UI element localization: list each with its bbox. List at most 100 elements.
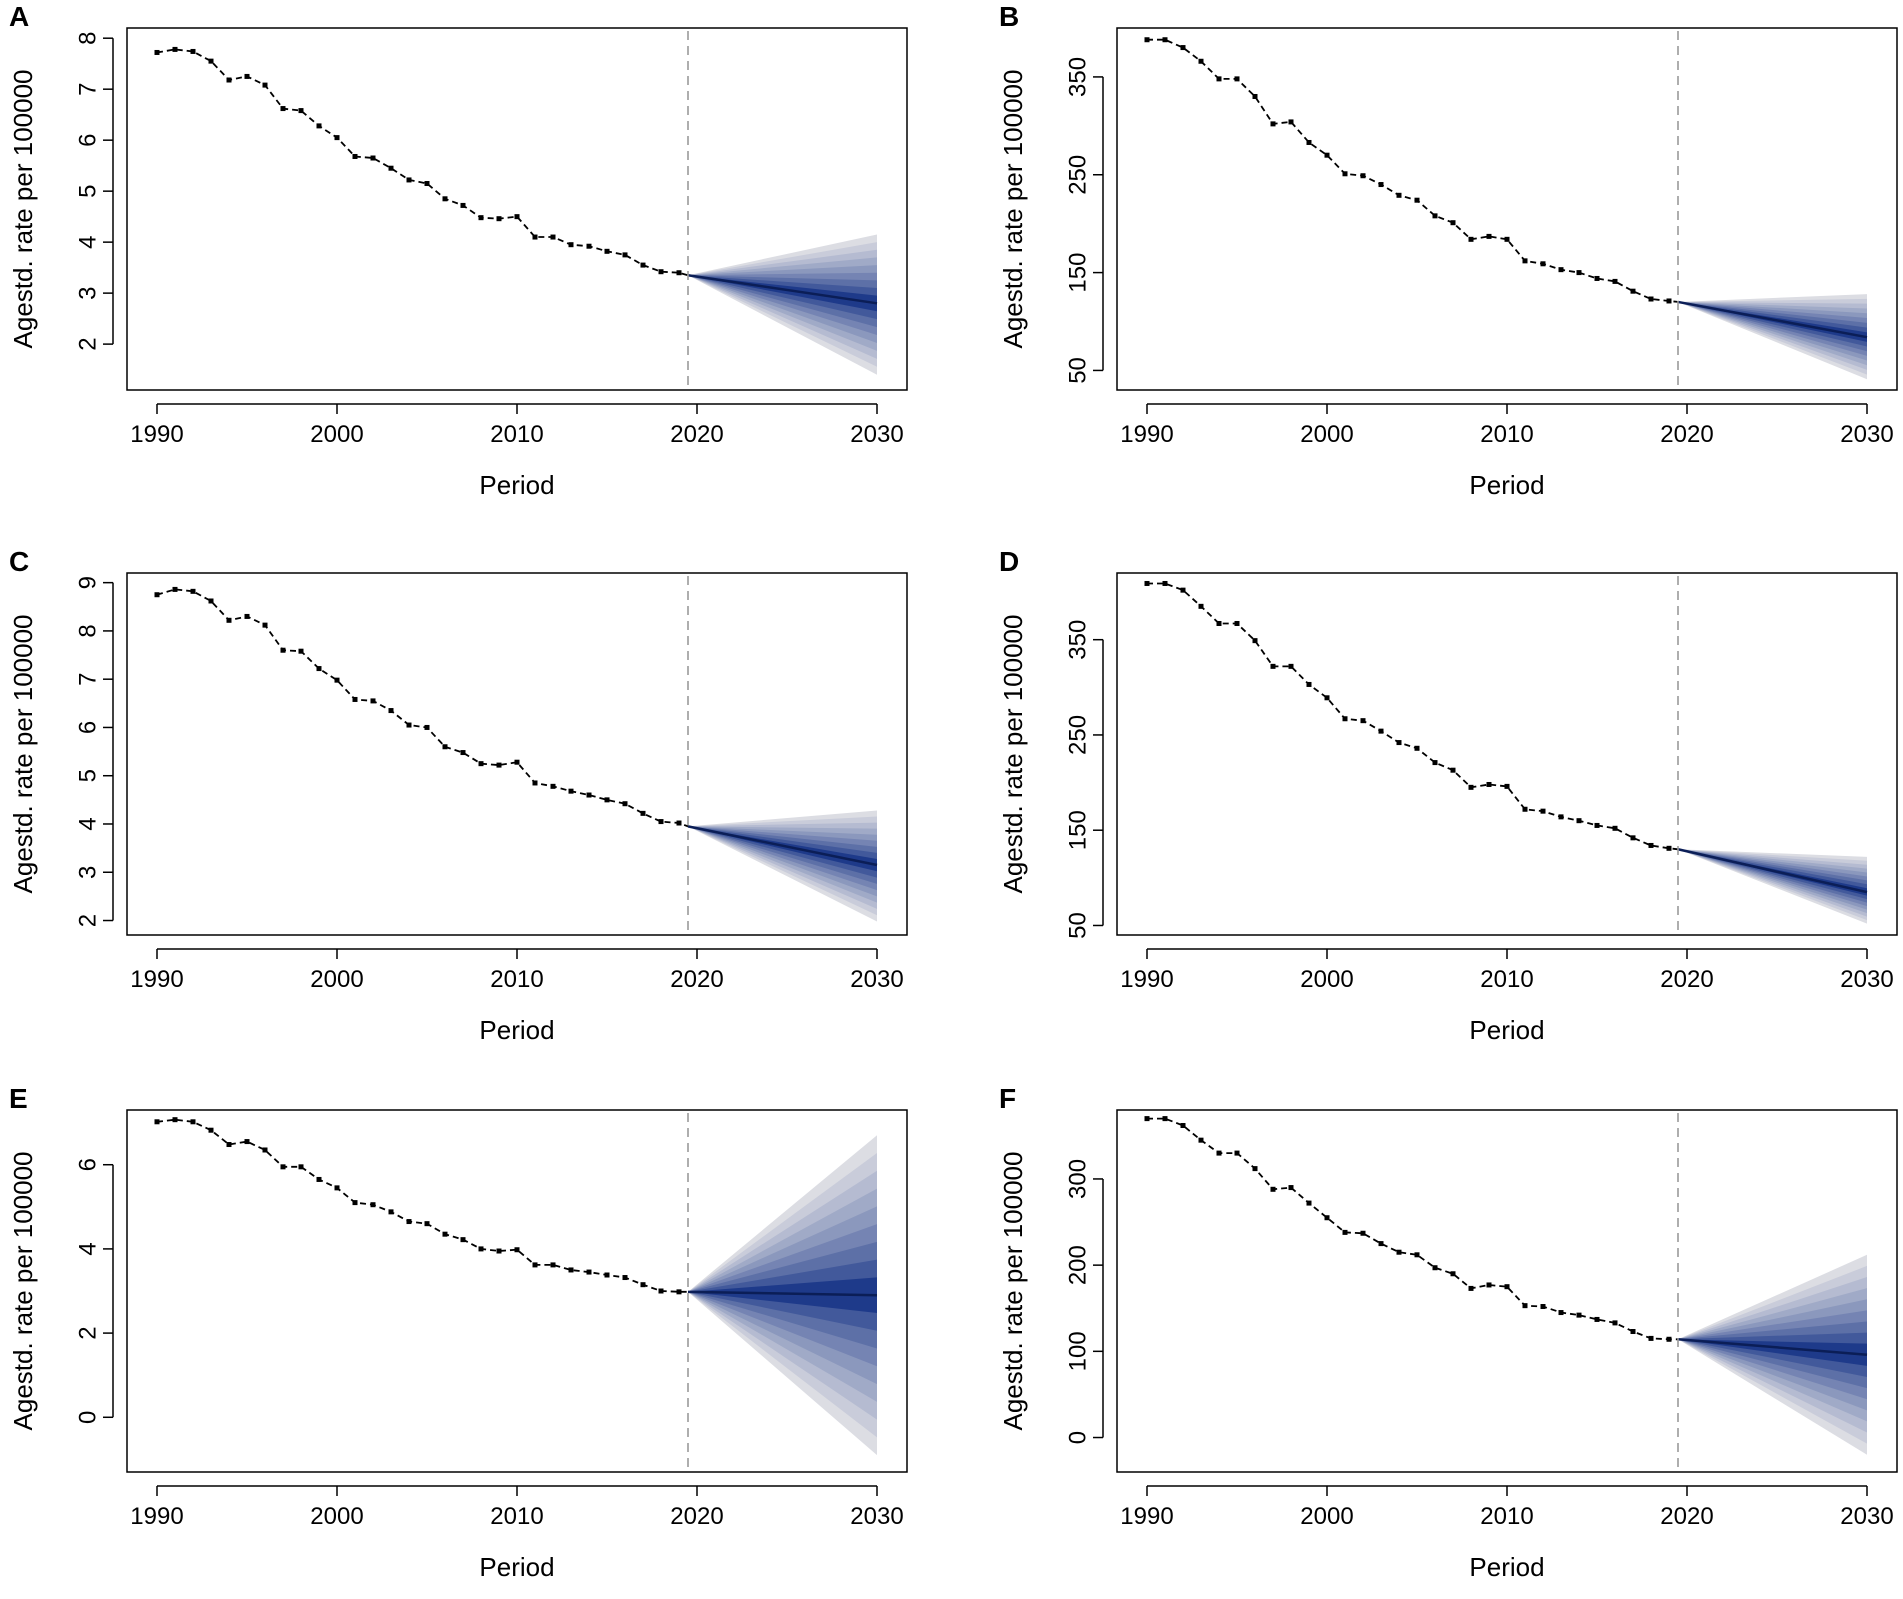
x-tick-label-2030: 2030 — [1840, 966, 1893, 993]
observed-point-2011 — [1522, 1303, 1528, 1309]
panel-letter: B — [999, 1, 1019, 32]
x-tick-label-2020: 2020 — [1660, 966, 1713, 993]
x-axis-title: Period — [1469, 1015, 1544, 1045]
observed-point-1990 — [1144, 37, 1150, 43]
observed-point-2005 — [424, 1221, 430, 1227]
forecast-median-line — [687, 825, 878, 867]
observed-point-2012 — [1540, 1304, 1546, 1310]
observed-point-1993 — [1198, 1137, 1204, 1143]
plot-frame — [126, 1109, 908, 1473]
chart-panel-b: B 1990 2000 2010 2020 2030 Period 50 150 250 350 Ag… — [998, 1, 1898, 500]
y-tick-label-6: 6 — [74, 1158, 101, 1171]
observed-point-1990 — [1144, 1116, 1150, 1122]
observed-point-2015 — [604, 248, 610, 254]
observed-point-1990 — [154, 592, 160, 598]
x-axis-title: Period — [479, 470, 554, 500]
x-axis-title: Period — [1469, 1552, 1544, 1582]
forecast-band-4 — [1678, 849, 1867, 907]
x-tick-label-2030: 2030 — [1840, 421, 1893, 448]
observed-point-1998 — [1288, 1185, 1294, 1191]
y-tick-label-200: 200 — [1064, 1245, 1091, 1285]
observed-point-1992 — [1180, 1123, 1186, 1129]
panel-letter: F — [999, 1083, 1016, 1114]
observed-point-2018 — [658, 1288, 664, 1294]
observed-point-1996 — [262, 1147, 268, 1153]
observed-point-2015 — [1594, 275, 1600, 281]
observed-point-2010 — [514, 759, 520, 765]
observed-point-2007 — [460, 750, 466, 756]
observed-point-2001 — [1342, 171, 1348, 177]
x-tick-label-2010: 2010 — [490, 1503, 543, 1530]
observed-point-1996 — [1252, 1166, 1258, 1172]
y-axis-title: Agestd. rate per 100000 — [998, 615, 1028, 894]
observed-point-2015 — [1594, 1316, 1600, 1322]
observed-point-1999 — [1306, 1200, 1312, 1206]
observed-point-1990 — [154, 49, 160, 55]
observed-point-1999 — [316, 1176, 322, 1182]
observed-point-1994 — [226, 1142, 232, 1148]
observed-point-1997 — [280, 1164, 286, 1170]
chart-panel-d: D 1990 2000 2010 2020 2030 Period 50 150 250 350 Ag… — [998, 546, 1898, 1045]
y-tick-label-150: 150 — [1064, 253, 1091, 293]
y-axis-title: Agestd. rate per 100000 — [998, 70, 1028, 349]
observed-point-2002 — [370, 155, 376, 161]
observed-point-2004 — [406, 722, 412, 728]
observed-point-2011 — [532, 234, 538, 240]
observed-point-2016 — [622, 252, 628, 258]
observed-point-1991 — [172, 586, 178, 592]
x-tick-label-2030: 2030 — [850, 1503, 903, 1530]
y-tick-label-2: 2 — [74, 914, 101, 927]
y-axis-title: Agestd. rate per 100000 — [998, 1152, 1028, 1431]
y-tick-label-0: 0 — [1064, 1431, 1091, 1444]
y-tick-label-300: 300 — [1064, 1159, 1091, 1199]
observed-point-2006 — [1432, 213, 1438, 219]
forecast-median-line — [687, 1290, 878, 1297]
panel-letter: D — [999, 546, 1019, 577]
observed-point-2008 — [1468, 784, 1474, 790]
observed-point-2000 — [1324, 152, 1330, 158]
observed-point-2017 — [1630, 288, 1636, 294]
plot-frame — [126, 27, 908, 391]
y-tick-label-8: 8 — [74, 32, 101, 45]
observed-point-2000 — [334, 677, 340, 683]
observed-point-2006 — [442, 196, 448, 202]
x-tick-label-2030: 2030 — [850, 421, 903, 448]
observed-point-2016 — [1612, 278, 1618, 284]
x-tick-label-2020: 2020 — [1660, 1503, 1713, 1530]
observed-point-1995 — [1234, 76, 1240, 82]
observed-point-2000 — [1324, 695, 1330, 701]
observed-point-2016 — [622, 801, 628, 807]
forecast-band-1 — [688, 826, 877, 872]
observed-point-1997 — [1270, 121, 1276, 127]
x-tick-label-2000: 2000 — [310, 421, 363, 448]
observed-point-1997 — [1270, 1186, 1276, 1192]
observed-point-2006 — [1432, 1265, 1438, 1271]
observed-point-2008 — [478, 215, 484, 221]
observed-point-2004 — [1396, 1249, 1402, 1255]
x-tick-label-2010: 2010 — [1480, 421, 1533, 448]
y-axis-title: Agestd. rate per 100000 — [8, 615, 38, 894]
plot-frame — [126, 572, 908, 936]
forecast-median-line — [687, 274, 878, 305]
forecast-band-2 — [1678, 849, 1867, 900]
observed-point-2004 — [1396, 192, 1402, 198]
observed-point-2007 — [460, 202, 466, 208]
x-tick-label-2000: 2000 — [1300, 1503, 1353, 1530]
x-tick-label-1990: 1990 — [130, 421, 183, 448]
x-tick-label-2010: 2010 — [490, 966, 543, 993]
observed-point-1999 — [316, 123, 322, 129]
plot-frame — [1116, 572, 1898, 936]
x-tick-label-2030: 2030 — [1840, 1503, 1893, 1530]
observed-point-2009 — [1486, 1282, 1492, 1288]
observed-point-2001 — [352, 153, 358, 159]
observed-point-1996 — [1252, 638, 1258, 644]
observed-point-2018 — [1648, 296, 1654, 302]
observed-point-2012 — [550, 234, 556, 240]
observed-point-2007 — [1450, 767, 1456, 773]
x-axis-title: Period — [479, 1552, 554, 1582]
observed-point-1995 — [244, 73, 250, 79]
observed-point-2009 — [496, 1248, 502, 1254]
observed-point-1997 — [280, 106, 286, 112]
x-tick-label-1990: 1990 — [130, 1503, 183, 1530]
observed-point-2014 — [1576, 1312, 1582, 1318]
